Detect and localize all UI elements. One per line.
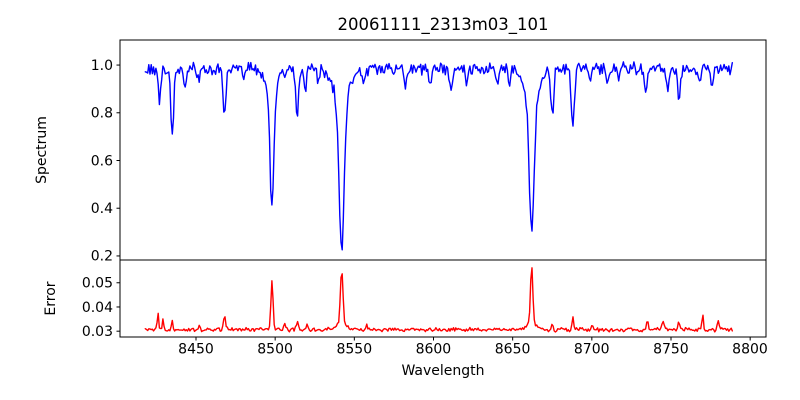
error-y-tick-label: 0.04	[82, 300, 113, 316]
x-tick-label: 8450	[178, 342, 214, 358]
error-y-tick-label: 0.03	[82, 324, 113, 340]
chart-title: 20061111_2313m03_101	[337, 15, 548, 35]
spectrum-y-axis-label: Spectrum	[34, 116, 50, 184]
tick-marks	[116, 64, 751, 341]
error-axes-frame	[119, 259, 767, 338]
x-tick-label: 8800	[732, 342, 768, 358]
spectrum-y-tick-label: 0.2	[91, 249, 113, 265]
spectrum-y-tick-label: 0.8	[91, 106, 113, 122]
spectrum-line	[144, 61, 733, 251]
x-tick-label: 8700	[574, 342, 610, 358]
error-line	[144, 267, 733, 333]
x-tick-label: 8550	[336, 342, 372, 358]
x-tick-label: 8650	[495, 342, 531, 358]
error-y-tick-label: 0.05	[82, 276, 113, 292]
x-axis-label: Wavelength	[401, 363, 484, 379]
spectrum-y-tick-label: 0.6	[91, 153, 113, 169]
x-tick-label: 8500	[257, 342, 293, 358]
x-tick-label: 8600	[416, 342, 452, 358]
spectrum-y-tick-label: 0.4	[91, 201, 113, 217]
spectrum-y-tick-label: 1.0	[91, 58, 113, 74]
x-tick-label: 8750	[653, 342, 689, 358]
error-y-axis-label: Error	[43, 281, 59, 315]
